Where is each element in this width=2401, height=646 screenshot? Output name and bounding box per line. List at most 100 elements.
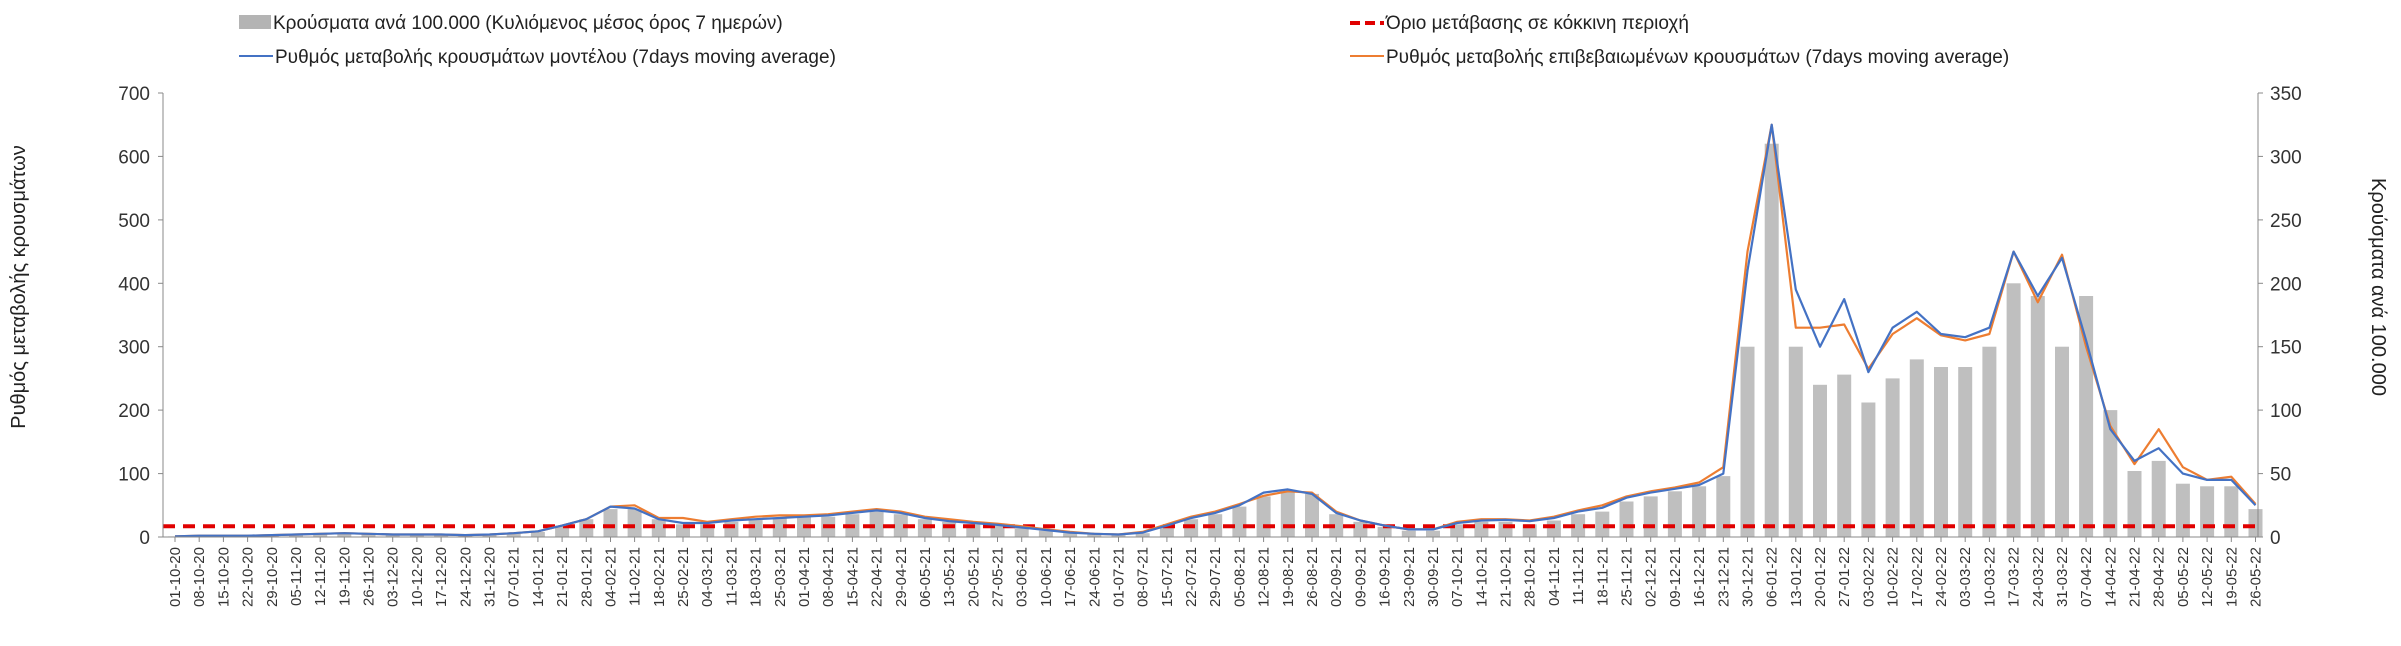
legend-swatch-cases-bar	[239, 15, 271, 29]
x-tick-label-07-10-21: 07-10-21	[1449, 547, 1466, 607]
bar-23-09-21	[1401, 530, 1416, 537]
x-tick-label-12-05-22: 12-05-22	[2199, 547, 2216, 607]
x-tick-label-11-11-21: 11-11-21	[1570, 547, 1587, 605]
bar-11-11-21	[1571, 514, 1586, 537]
x-tick-label-18-02-21: 18-02-21	[651, 547, 668, 607]
x-tick-label-17-03-22: 17-03-22	[2006, 547, 2023, 607]
bar-12-11-20	[313, 534, 328, 537]
bar-26-08-21	[1305, 493, 1319, 537]
x-tick-label-15-04-21: 15-04-21	[844, 547, 861, 607]
bar-07-01-21	[506, 533, 521, 537]
y-axis-right-title: Κρούσματα ανά 100.000	[2367, 178, 2389, 396]
bar-31-12-20	[482, 535, 497, 537]
x-tick-label-30-12-21: 30-12-21	[1740, 547, 1757, 607]
x-tick-label-08-10-20: 08-10-20	[191, 547, 208, 607]
bar-14-01-21	[530, 531, 545, 537]
bar-18-02-21	[651, 519, 666, 537]
x-tick-label-26-05-22: 26-05-22	[2248, 547, 2265, 607]
x-tick-label-05-11-20: 05-11-20	[288, 547, 305, 606]
bar-19-05-22	[2224, 486, 2239, 537]
bar-16-12-21	[1692, 486, 1707, 537]
x-tick-label-14-04-22: 14-04-22	[2102, 547, 2119, 607]
x-tick-label-26-11-20: 26-11-20	[361, 547, 378, 606]
bar-19-08-21	[1280, 491, 1295, 537]
bar-21-01-21	[555, 525, 570, 537]
x-tick-label-21-01-21: 21-01-21	[554, 547, 571, 607]
bar-02-09-21	[1329, 514, 1344, 537]
bar-01-07-21	[1111, 535, 1126, 537]
y-left-tick-label: 400	[118, 274, 150, 295]
bar-20-01-22	[1813, 384, 1827, 537]
y-right-tick-label: 250	[2270, 211, 2302, 232]
x-tick-label-28-10-21: 28-10-21	[1522, 547, 1539, 607]
legend-item-model-line: Ρυθμός μεταβολής κρουσμάτων μοντέλου (7d…	[239, 47, 836, 68]
y-right-tick-label: 350	[2270, 84, 2302, 105]
x-tick-label-15-10-20: 15-10-20	[215, 547, 232, 607]
x-tick-label-10-03-22: 10-03-22	[1981, 547, 1998, 607]
x-tick-label-29-07-21: 29-07-21	[1207, 547, 1224, 607]
x-tick-label-14-01-21: 14-01-21	[530, 547, 547, 607]
bar-17-12-20	[434, 535, 449, 537]
bar-11-03-21	[724, 521, 739, 537]
x-tick-label-13-01-22: 13-01-22	[1788, 547, 1805, 607]
bar-13-05-21	[942, 521, 957, 537]
y-right-tick-label: 300	[2270, 147, 2302, 168]
x-tick-label-01-10-20: 01-10-20	[167, 547, 184, 607]
x-tick-label-22-04-21: 22-04-21	[869, 547, 886, 607]
bar-14-10-21	[1474, 521, 1489, 537]
bar-27-05-21	[990, 525, 1005, 537]
x-tick-label-27-01-22: 27-01-22	[1836, 547, 1853, 607]
legend-item-confirmed-line: Ρυθμός μεταβολής επιβεβαιωμένων κρουσμάτ…	[1350, 47, 2009, 68]
y-left-tick-label: 100	[118, 465, 150, 486]
x-tick-label-29-10-20: 29-10-20	[264, 547, 281, 607]
y-right-tick-label: 100	[2270, 401, 2302, 422]
bar-22-04-21	[869, 511, 884, 537]
bar-24-06-21	[1087, 534, 1102, 537]
legend-label-cases-bar: Κρούσματα ανά 100.000 (Κυλιόμενος μέσος …	[273, 13, 783, 34]
x-tick-label-19-11-20: 19-11-20	[336, 547, 353, 606]
legend-item-threshold: Όριο μετάβασης σε κόκκινη περιοχή	[1350, 13, 1689, 34]
x-tick-label-21-10-21: 21-10-21	[1498, 547, 1515, 607]
bar-10-06-21	[1038, 530, 1053, 537]
x-tick-label-25-11-21: 25-11-21	[1619, 547, 1636, 606]
axes	[162, 93, 2259, 538]
x-tick-label-29-04-21: 29-04-21	[893, 547, 910, 607]
bar-25-03-21	[772, 518, 787, 537]
bar-12-08-21	[1256, 496, 1271, 537]
x-tick-label-06-01-22: 06-01-22	[1764, 547, 1781, 607]
x-tick-label-07-01-21: 07-01-21	[506, 547, 523, 607]
bar-24-12-20	[458, 535, 473, 537]
y-right-tick-label: 50	[2270, 465, 2291, 486]
x-tick-label-05-05-22: 05-05-22	[2175, 547, 2192, 607]
x-tick-label-09-09-21: 09-09-21	[1352, 547, 1369, 607]
y-left-tick-label: 600	[118, 147, 150, 168]
x-tick-label-02-12-21: 02-12-21	[1643, 547, 1660, 607]
x-tick-label-28-01-21: 28-01-21	[578, 547, 595, 607]
x-tick-label-08-07-21: 08-07-21	[1135, 547, 1152, 607]
legend-item-cases-bar: Κρούσματα ανά 100.000 (Κυλιόμενος μέσος …	[239, 13, 783, 34]
x-tick-label-24-02-22: 24-02-22	[1933, 547, 1950, 607]
x-tick-label-19-05-22: 19-05-22	[2223, 547, 2240, 607]
legend-label-threshold: Όριο μετάβασης σε κόκκινη περιοχή	[1385, 13, 1689, 34]
x-tick-label-11-02-21: 11-02-21	[627, 547, 644, 606]
x-tick-label-30-09-21: 30-09-21	[1425, 547, 1442, 607]
x-tick-label-07-04-22: 07-04-22	[2078, 547, 2095, 607]
x-tick-label-17-06-21: 17-06-21	[1062, 547, 1079, 607]
bar-27-01-22	[1837, 374, 1852, 537]
x-tick-label-14-10-21: 14-10-21	[1473, 547, 1490, 607]
x-tick-label-31-12-20: 31-12-20	[482, 547, 499, 607]
bar-08-07-21	[1135, 533, 1150, 537]
y-right-tick-label: 200	[2270, 274, 2302, 295]
x-tick-label-04-11-21: 04-11-21	[1546, 547, 1563, 606]
y-axis-right-ticks: 0 50 100 150 200 250 300 350	[2258, 84, 2302, 549]
x-tick-label-15-07-21: 15-07-21	[1159, 547, 1176, 607]
bar-24-02-22	[1934, 367, 1948, 537]
rate-lines	[174, 123, 2257, 538]
model-rate-line	[174, 123, 2257, 538]
y-right-tick-label: 0	[2270, 528, 2281, 549]
bar-03-03-22	[1958, 367, 1973, 537]
x-tick-label-10-02-22: 10-02-22	[1885, 547, 1902, 607]
x-tick-label-22-07-21: 22-07-21	[1183, 547, 1200, 607]
x-tick-label-24-06-21: 24-06-21	[1086, 547, 1103, 607]
bar-17-02-22	[1909, 359, 1924, 537]
